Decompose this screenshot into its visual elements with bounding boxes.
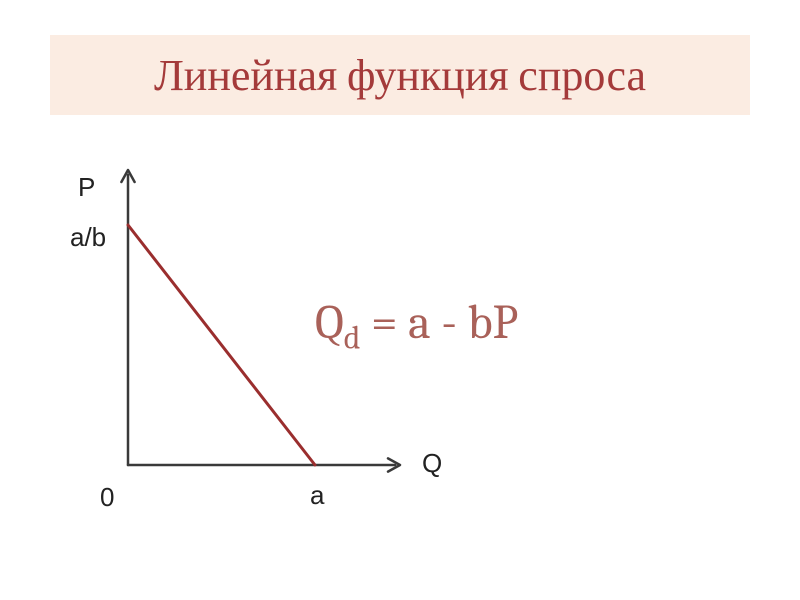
formula-subscript-d: d [344,320,361,357]
axis-label-a: a [310,480,324,511]
title-bar: Линейная функция спроса [50,35,750,115]
page-title: Линейная функция спроса [154,50,646,101]
axis-label-Q: Q [422,448,442,479]
demand-formula: Qd = a - bP [315,295,518,357]
formula-Q: Q [315,295,344,350]
axis-label-a-over-b: a/b [70,222,106,253]
formula-rest: = a - bP [360,295,518,350]
axis-label-origin: 0 [100,482,114,513]
axis-label-P: P [78,172,95,203]
